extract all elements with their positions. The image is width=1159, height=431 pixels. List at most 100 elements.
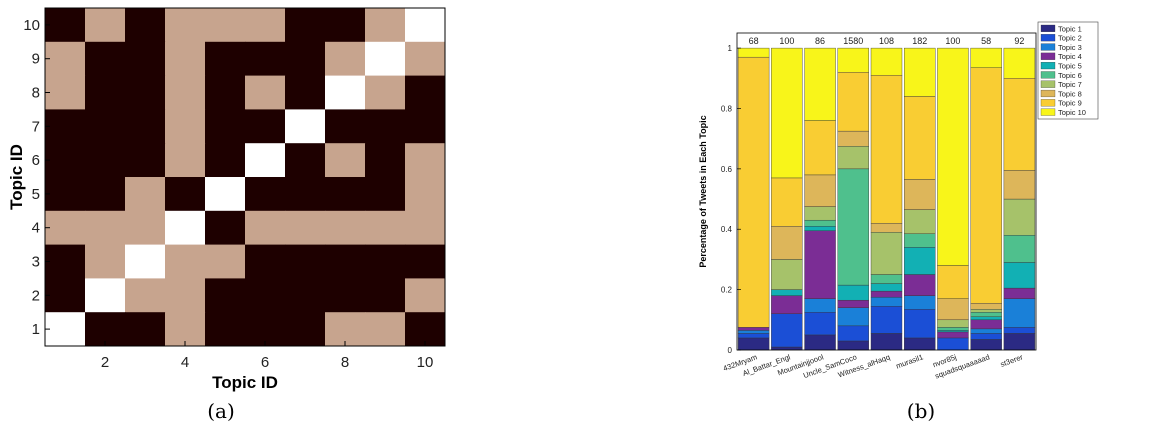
heatmap-cell: [245, 109, 286, 144]
heatmap-cell: [365, 312, 406, 347]
bar-segment: [904, 247, 936, 275]
bar-total-label: 182: [912, 36, 927, 46]
heatmap-cell: [365, 75, 406, 110]
heatmap-cell: [205, 244, 246, 279]
bar-segment: [737, 47, 770, 58]
heatmap-cell: [165, 177, 206, 212]
heatmap-cell: [285, 75, 326, 110]
heatmap-cell: [165, 210, 206, 246]
heatmap-cell: [205, 8, 246, 43]
y-tick-label: 1: [32, 321, 40, 338]
bar-segment: [1003, 235, 1036, 263]
x-tick-label: 8: [341, 354, 349, 371]
bar-segment: [970, 67, 1002, 304]
bar-segment: [970, 316, 1002, 321]
heatmap-cell: [85, 278, 126, 313]
bar-segment: [970, 309, 1002, 313]
bar-total-label: 58: [981, 36, 991, 46]
bar-segment: [737, 56, 770, 328]
bar-segment: [837, 299, 869, 308]
heatmap-cell: [285, 109, 326, 144]
bar-segment: [870, 296, 903, 307]
heatmap-cell: [165, 75, 206, 110]
y-tick-label: 10: [23, 17, 40, 34]
heatmap-cell: [285, 41, 326, 77]
bar-segment: [837, 284, 869, 301]
heatmap-x-axis-label: Topic ID: [212, 373, 278, 392]
bar-y-ticks: 0 0.2 0.4 0.6 0.8 1: [721, 44, 741, 355]
bar-total-label: 100: [945, 36, 960, 46]
legend-swatch: [1040, 99, 1056, 107]
bar-segment: [837, 47, 869, 73]
bar-x-ticks: 432MryamAl_Battar_EnglMountainjjooolUncl…: [722, 352, 1025, 380]
heatmap-cell: [125, 75, 166, 110]
heatmap-cell: [405, 8, 446, 43]
bar-segment: [870, 290, 903, 298]
bar-segment: [870, 333, 903, 351]
bar-segment: [904, 96, 936, 180]
heatmap-cell: [245, 177, 286, 212]
heatmap-cell: [45, 75, 86, 110]
x-tick-label: 4: [181, 354, 189, 371]
heatmap-cell: [285, 177, 326, 212]
bar-segment: [1003, 262, 1036, 289]
heatmap-cell: [125, 312, 166, 347]
legend-swatch: [1040, 43, 1056, 51]
legend-entry: Topic 10: [1058, 108, 1086, 117]
bar-plot-frame: [736, 32, 1037, 351]
bar-segment: [837, 72, 869, 132]
heatmap-cell: [365, 41, 406, 77]
bar-segment: [837, 340, 869, 351]
bar-segment: [737, 330, 770, 334]
heatmap-cell: [285, 143, 326, 178]
bar-segment: [737, 337, 770, 351]
heatmap-cell: [285, 278, 326, 313]
bar-segment: [937, 331, 969, 339]
heatmap-cell: [285, 210, 326, 246]
bar-segment: [771, 313, 803, 348]
heatmap-cell: [245, 278, 286, 313]
y-tick-label: 0: [728, 346, 733, 355]
legend-entry: Topic 6: [1058, 71, 1082, 80]
heatmap-cell: [205, 143, 246, 178]
heatmap-cell: [405, 244, 446, 279]
heatmap-cell: [85, 177, 126, 212]
heatmap-cell: [125, 210, 166, 246]
heatmap-cell: [245, 8, 286, 43]
legend-swatch: [1040, 24, 1056, 32]
bar-segment: [937, 337, 969, 351]
heatmap-cell: [245, 41, 286, 77]
heatmap-cell: [285, 312, 326, 347]
heatmap-cell: [205, 41, 246, 77]
y-tick-label: 7: [32, 118, 40, 135]
heatmap-cell: [325, 143, 366, 178]
bar-segment: [804, 298, 836, 313]
bar-segment: [1003, 78, 1036, 171]
bar-segment: [1003, 170, 1036, 200]
y-tick-label: 0.8: [721, 104, 733, 113]
bar-segment: [970, 328, 1002, 334]
heatmap-cell: [365, 109, 406, 144]
bar-segment: [870, 47, 903, 76]
heatmap-cell: [45, 8, 86, 43]
legend-entry: Topic 2: [1058, 34, 1082, 43]
y-tick-label: 1: [728, 44, 733, 53]
heatmap-cell: [205, 278, 246, 313]
bar-segment: [970, 303, 1002, 310]
heatmap-cell: [405, 109, 446, 144]
heatmap-cell: [365, 143, 406, 178]
bar-segment: [804, 334, 836, 351]
legend-swatch: [1040, 34, 1056, 42]
bar-segment: [937, 298, 969, 321]
legend-entry: Topic 7: [1058, 80, 1082, 89]
heatmap-cell: [85, 109, 126, 144]
heatmap-x-ticks: 2 4 6 8 10: [101, 341, 433, 371]
bar-segment: [771, 295, 803, 314]
heatmap-cell: [245, 244, 286, 279]
bar-segment: [804, 47, 836, 121]
bar-segment: [837, 168, 869, 286]
bar-segment: [970, 319, 1002, 330]
x-tick-label: 2: [101, 354, 109, 371]
